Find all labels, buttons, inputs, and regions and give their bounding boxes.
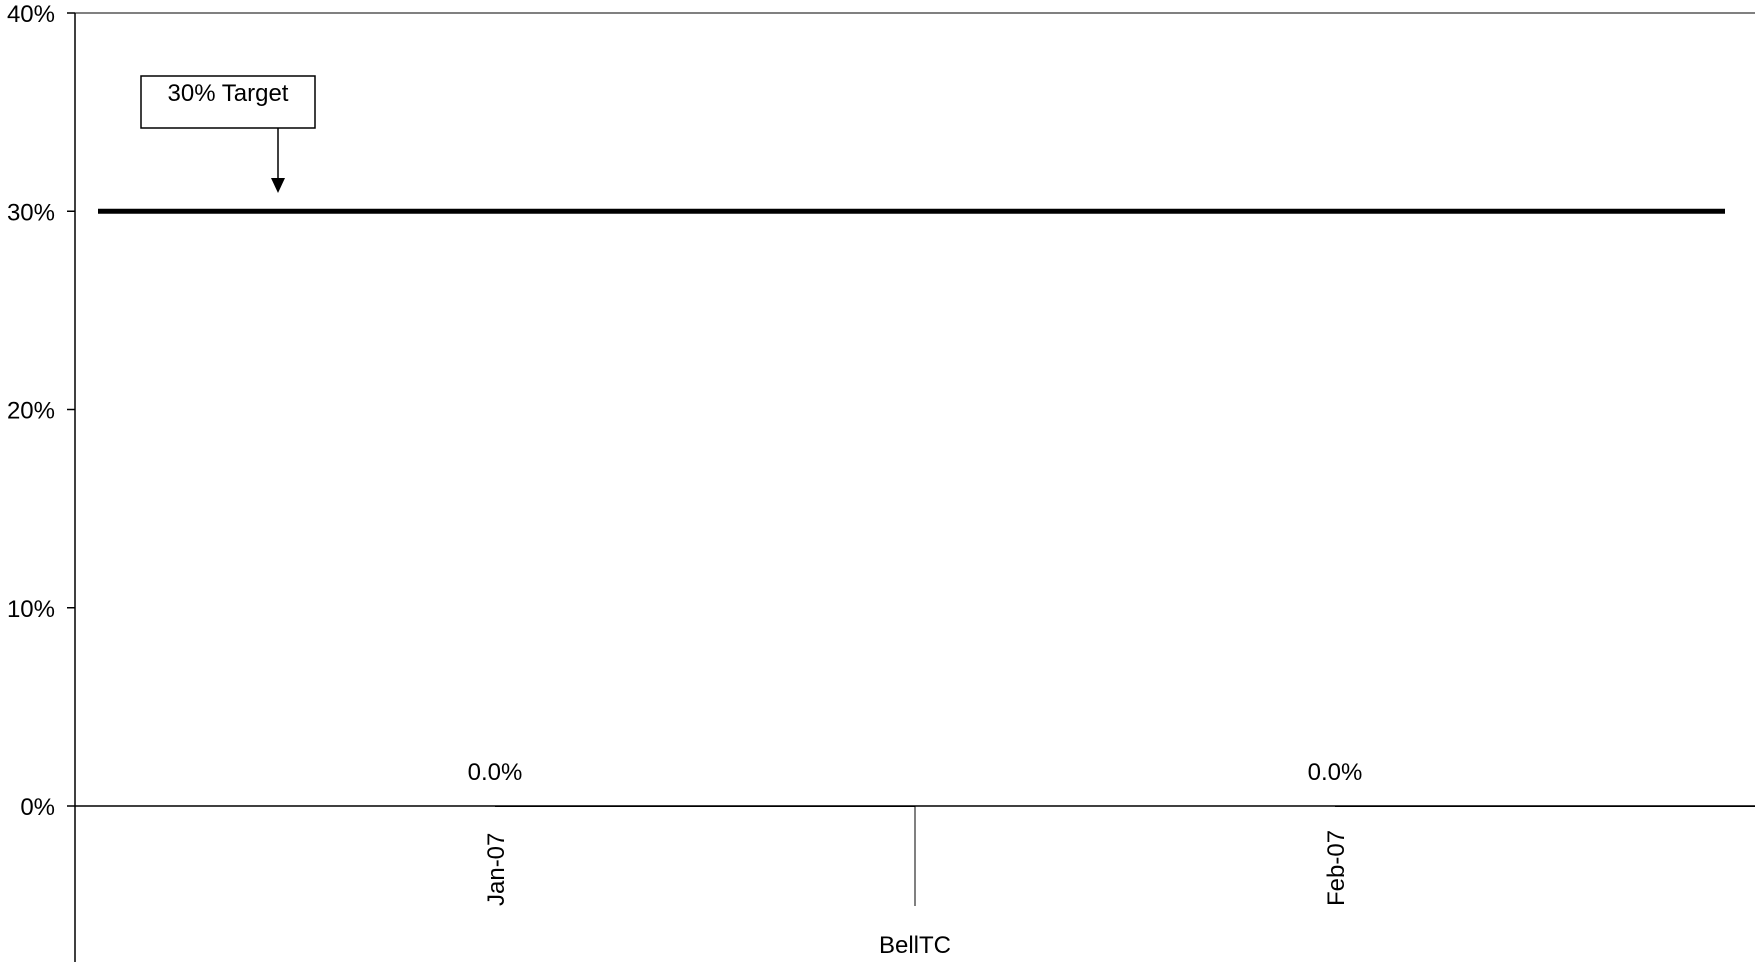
bar-data-label: 0.0% [1308,759,1363,786]
target-annotation-box [140,75,316,129]
target-arrow-head [271,178,285,193]
y-tick-label: 0% [20,794,55,821]
x-category-label: Feb-07 [1323,830,1350,906]
target-annotation-label: 30% Target [168,80,289,107]
x-group-label: BellTC [879,932,951,959]
y-tick-label: 20% [7,398,55,425]
y-tick-label: 40% [7,1,55,28]
bar [1335,806,1755,807]
x-category-label: Jan-07 [483,833,510,906]
y-tick-label: 10% [7,596,55,623]
bar-data-label: 0.0% [468,759,523,786]
y-tick-label: 30% [7,199,55,226]
chart-marks: 0.0% 0.0% [468,759,1755,807]
bar [495,806,915,807]
target-line-group: 30% Target [98,75,1725,214]
y-axis: 0% 10% 20% 30% 40% [7,1,1755,962]
x-axis: Jan-07 Feb-07 BellTC [75,805,1755,959]
